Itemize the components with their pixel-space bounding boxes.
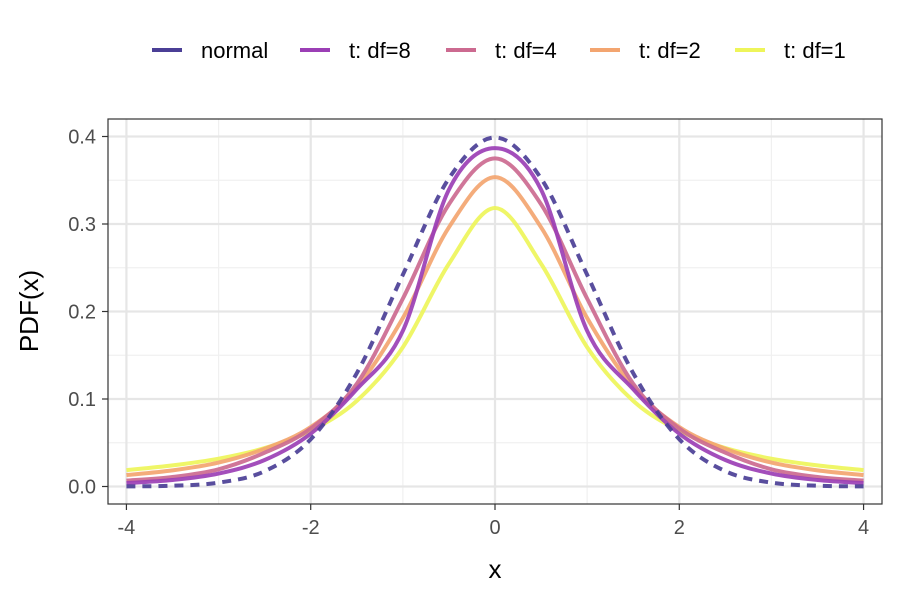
y-tick-label: 0.2 — [68, 302, 96, 324]
x-tick-label: 4 — [858, 517, 869, 539]
y-tick-label: 0.1 — [68, 389, 96, 411]
y-tick-label: 0.3 — [68, 214, 96, 236]
legend-label-t-df-4: t: df=4 — [495, 38, 557, 63]
legend-label-t-df-8: t: df=8 — [349, 38, 411, 63]
y-axis-title: PDF(x) — [14, 270, 44, 352]
legend-label-normal: normal — [201, 38, 268, 63]
x-tick-label: -2 — [302, 517, 320, 539]
grid-major — [108, 119, 882, 504]
series-line-t-df-4 — [126, 156, 864, 483]
y-axis: 0.0 0.1 0.2 0.3 0.4 — [68, 127, 108, 499]
x-tick-label: 0 — [489, 517, 500, 539]
x-tick-label: 2 — [674, 517, 685, 539]
series-line-t-df-2 — [126, 175, 864, 478]
x-tick-label: -4 — [118, 517, 136, 539]
legend-label-t-df-1: t: df=1 — [784, 38, 846, 63]
series-line-t-df-8 — [126, 146, 864, 486]
legend: normal t: df=8 t: df=4 t: df=2 t: df=1 — [152, 38, 846, 63]
series-lines — [126, 135, 864, 489]
x-axis: -4 -2 0 2 4 — [118, 504, 869, 539]
y-tick-label: 0.4 — [68, 127, 96, 149]
y-tick-label: 0.0 — [68, 477, 96, 499]
legend-label-t-df-2: t: df=2 — [639, 38, 701, 63]
x-axis-title: x — [489, 554, 502, 584]
